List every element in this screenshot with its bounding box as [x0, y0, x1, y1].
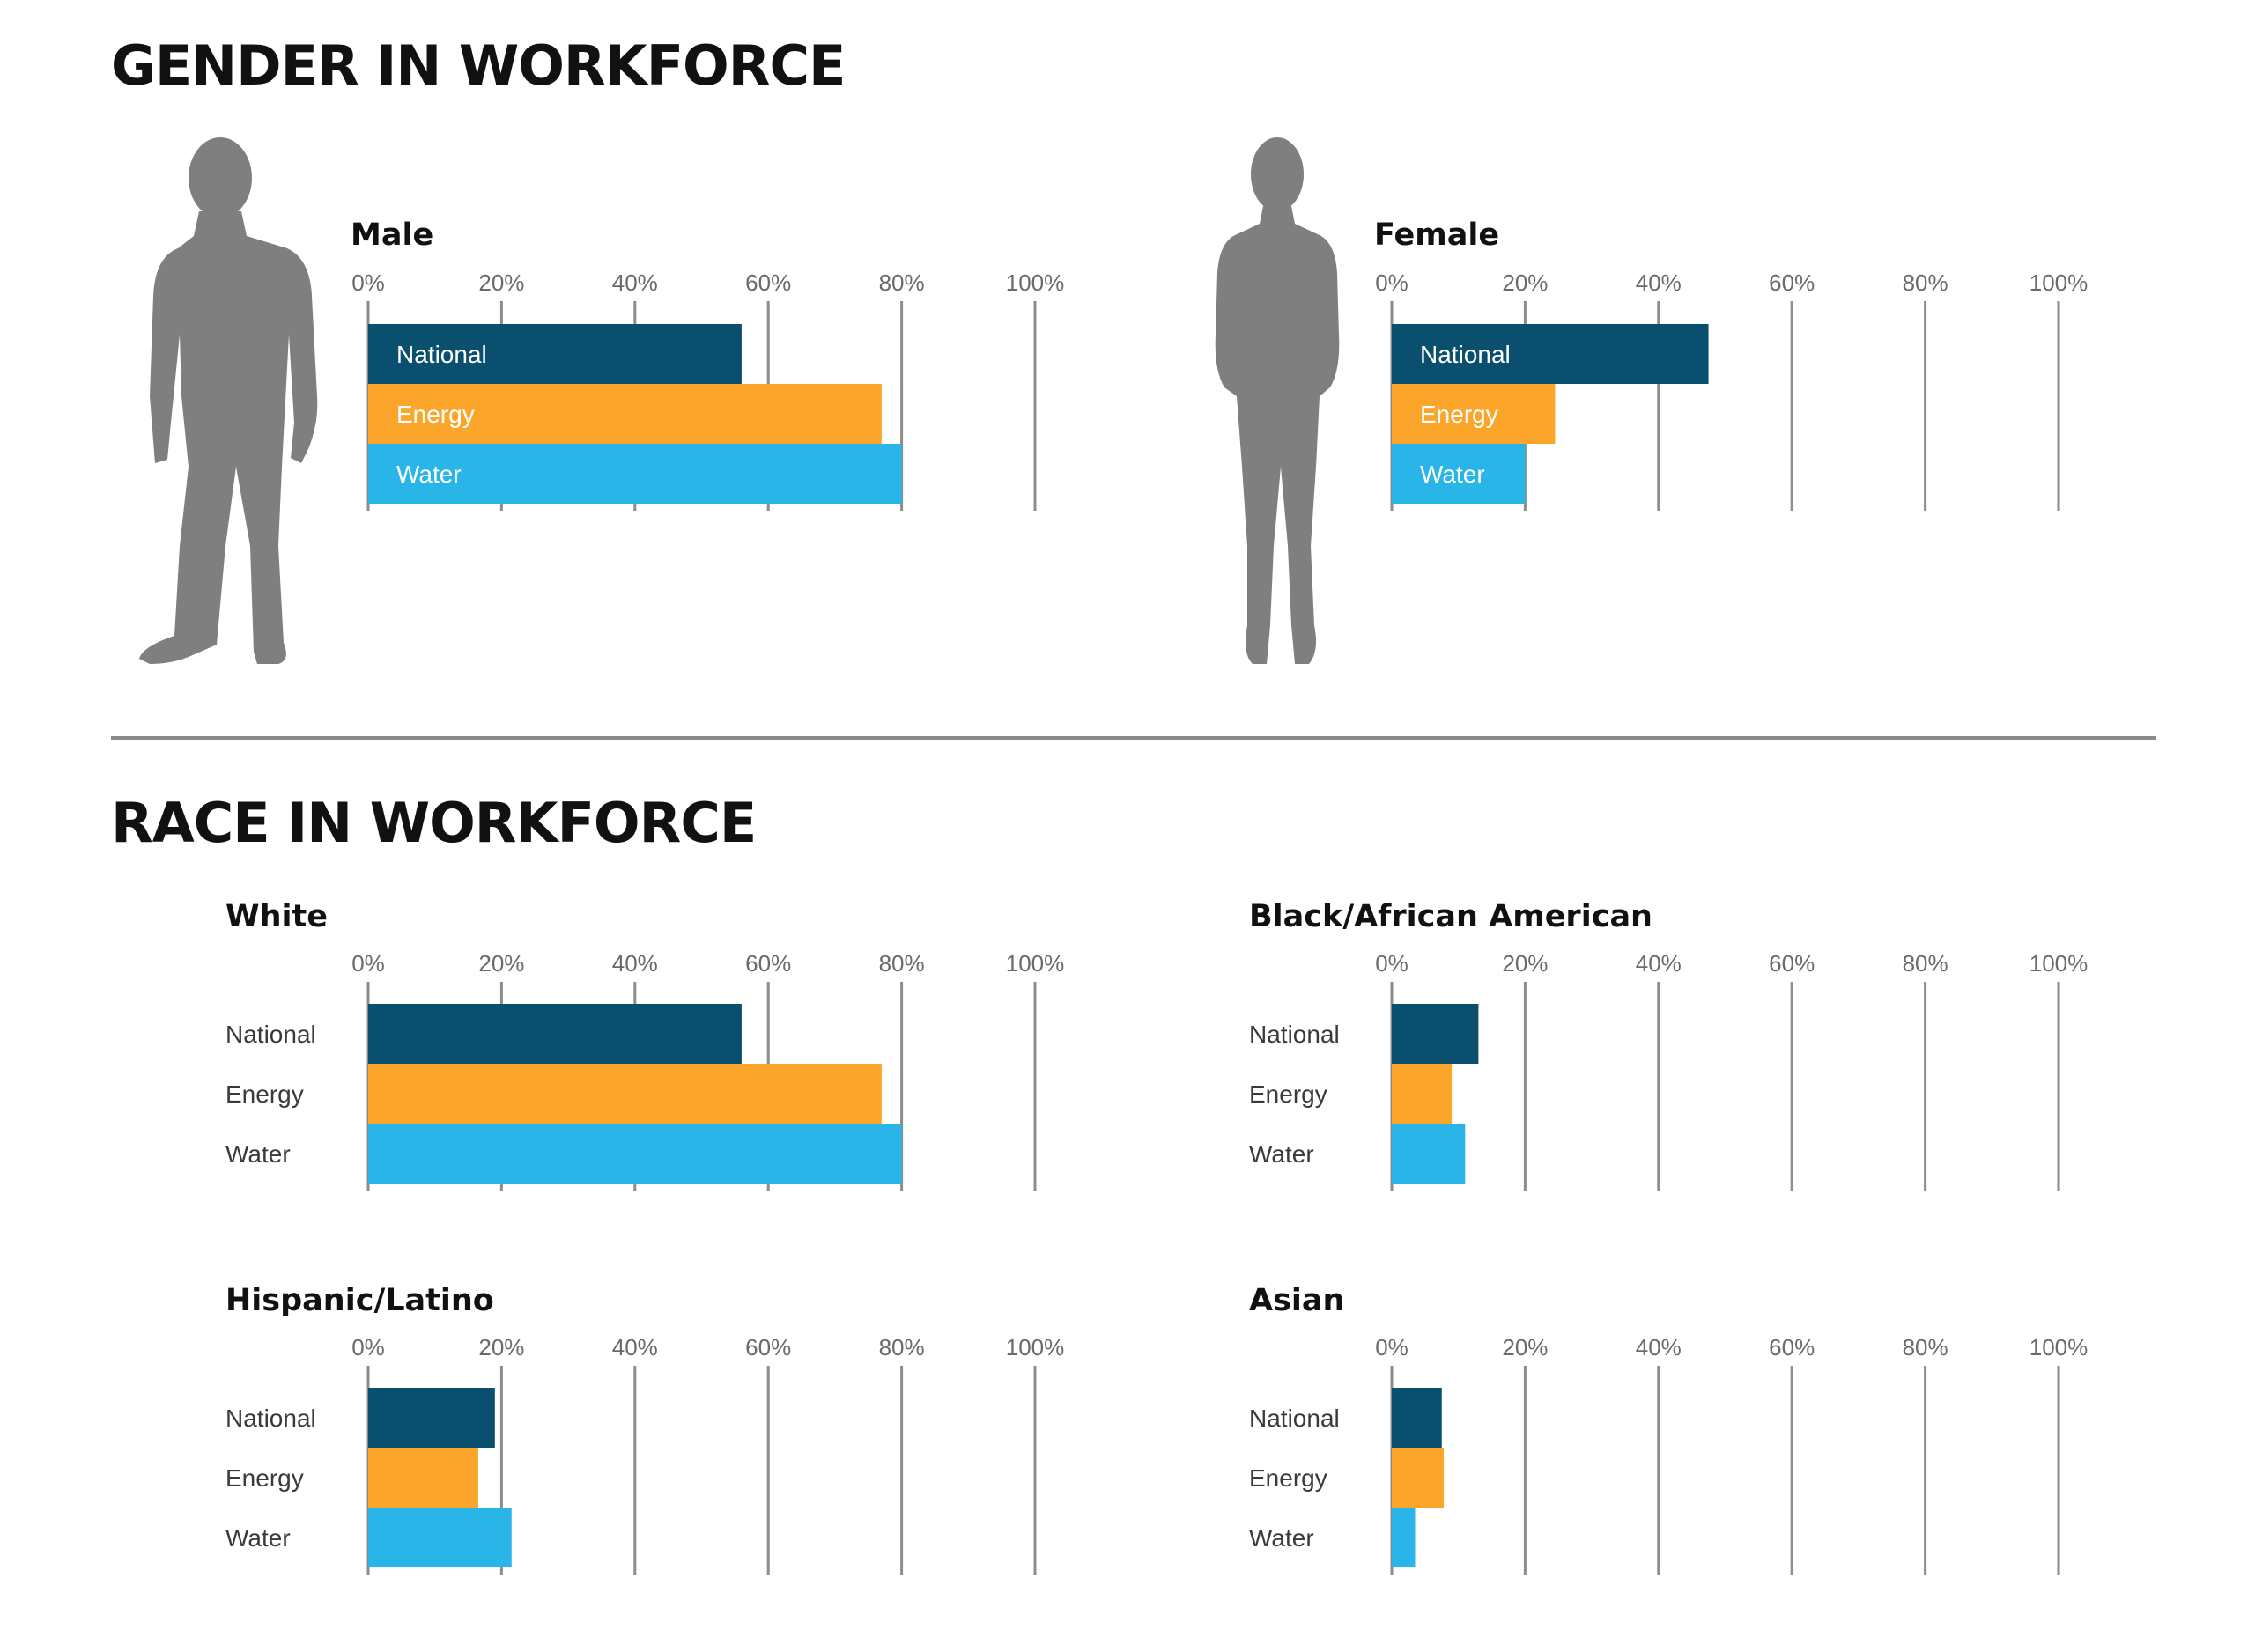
gender-section-title: GENDER IN WORKFORCE — [111, 33, 846, 98]
black-african-american-row-label: Water — [1249, 1140, 1314, 1168]
asian-tick-label: 100% — [2030, 1334, 2089, 1361]
white-tick-label: 60% — [745, 950, 791, 977]
hispanic-latino-tick-label: 40% — [612, 1334, 658, 1361]
male-chart-title: Male — [351, 218, 433, 253]
white-chart-title: White — [226, 899, 328, 934]
female-tick-label: 20% — [1502, 269, 1548, 296]
hispanic-latino-bar-water — [368, 1508, 512, 1567]
black-african-american-tick-label: 60% — [1769, 950, 1815, 977]
white-bar-water — [368, 1124, 902, 1184]
black-african-american-tick-label: 40% — [1636, 950, 1682, 977]
asian-chart-title: Asian — [1249, 1283, 1344, 1318]
asian-row-label: National — [1249, 1405, 1340, 1432]
asian-bar-water — [1392, 1508, 1416, 1567]
female-bar-label: Water — [1420, 461, 1485, 488]
male-bar-label: Energy — [396, 401, 475, 428]
white-tick-label: 100% — [1006, 950, 1065, 977]
black-african-american-chart-title: Black/African American — [1249, 899, 1652, 934]
male-bar-national — [368, 324, 742, 384]
white-row-label: Energy — [226, 1080, 304, 1108]
black-african-american-row-label: Energy — [1249, 1080, 1327, 1108]
male-tick-label: 80% — [879, 269, 925, 296]
male-bar-water — [368, 444, 902, 504]
female-bar-water — [1392, 444, 1526, 504]
female-tick-label: 40% — [1636, 269, 1682, 296]
white-bar-national — [368, 1004, 742, 1064]
asian-row-label: Energy — [1249, 1464, 1327, 1492]
female-tick-label: 80% — [1903, 269, 1948, 296]
male-bar-label: National — [396, 341, 487, 368]
asian-bar-national — [1392, 1388, 1442, 1448]
female-bar-national — [1392, 324, 1709, 384]
white-row-label: National — [226, 1021, 316, 1048]
asian-bar-energy — [1392, 1448, 1445, 1508]
male-tick-label: 40% — [612, 269, 658, 296]
black-african-american-bar-national — [1392, 1004, 1479, 1064]
asian-row-label: Water — [1249, 1524, 1314, 1552]
female-bar-label: Energy — [1420, 401, 1498, 428]
male-bar-label: Water — [396, 461, 462, 488]
female-bar-label: National — [1420, 341, 1511, 368]
black-african-american-tick-label: 100% — [2030, 950, 2089, 977]
white-tick-label: 80% — [879, 950, 925, 977]
female-bar-energy — [1392, 384, 1556, 444]
female-figure-silhouette-icon — [1215, 137, 1340, 664]
hispanic-latino-tick-label: 20% — [478, 1334, 524, 1361]
male-tick-label: 0% — [351, 269, 385, 296]
hispanic-latino-tick-label: 0% — [351, 1334, 385, 1361]
hispanic-latino-bar-energy — [368, 1448, 478, 1508]
hispanic-latino-row-label: Water — [226, 1524, 291, 1552]
male-tick-label: 60% — [745, 269, 791, 296]
black-african-american-tick-label: 20% — [1502, 950, 1548, 977]
hispanic-latino-tick-label: 60% — [745, 1334, 791, 1361]
asian-tick-label: 20% — [1502, 1334, 1548, 1361]
hispanic-latino-tick-label: 80% — [879, 1334, 925, 1361]
male-tick-label: 20% — [478, 269, 524, 296]
white-tick-label: 0% — [351, 950, 385, 977]
white-tick-label: 40% — [612, 950, 658, 977]
black-african-american-bar-water — [1392, 1124, 1466, 1184]
hispanic-latino-tick-label: 100% — [1006, 1334, 1065, 1361]
asian-tick-label: 60% — [1769, 1334, 1815, 1361]
white-tick-label: 20% — [478, 950, 524, 977]
black-african-american-bar-energy — [1392, 1064, 1453, 1124]
section-divider — [111, 736, 2156, 740]
male-bar-energy — [368, 384, 882, 444]
asian-tick-label: 0% — [1375, 1334, 1408, 1361]
asian-tick-label: 80% — [1903, 1334, 1948, 1361]
race-section-title: RACE IN WORKFORCE — [111, 791, 757, 855]
black-african-american-tick-label: 0% — [1375, 950, 1408, 977]
hispanic-latino-chart-title: Hispanic/Latino — [226, 1283, 494, 1318]
male-figure-silhouette-icon — [139, 137, 318, 664]
hispanic-latino-row-label: National — [226, 1405, 316, 1432]
female-tick-label: 100% — [2030, 269, 2089, 296]
white-bar-energy — [368, 1064, 882, 1124]
female-tick-label: 0% — [1375, 269, 1408, 296]
asian-tick-label: 40% — [1636, 1334, 1682, 1361]
black-african-american-tick-label: 80% — [1903, 950, 1948, 977]
white-row-label: Water — [226, 1140, 291, 1168]
hispanic-latino-row-label: Energy — [226, 1464, 304, 1492]
hispanic-latino-bar-national — [368, 1388, 495, 1448]
black-african-american-row-label: National — [1249, 1021, 1340, 1048]
male-tick-label: 100% — [1006, 269, 1065, 296]
female-tick-label: 60% — [1769, 269, 1815, 296]
female-chart-title: Female — [1374, 218, 1499, 253]
